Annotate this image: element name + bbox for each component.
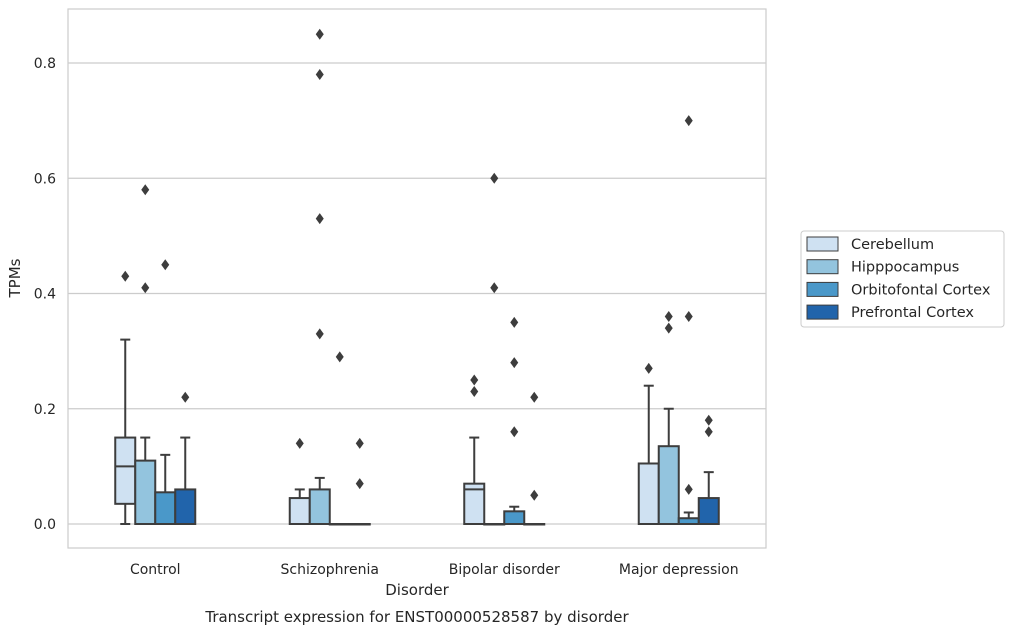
box-3-0 xyxy=(174,391,197,525)
outlier-point xyxy=(684,483,693,495)
legend-swatch xyxy=(806,304,839,320)
box-0-0 xyxy=(114,270,137,525)
y-tick-label: 0.8 xyxy=(34,56,56,72)
outlier-point xyxy=(181,391,190,403)
outlier-point xyxy=(644,362,653,374)
box-body xyxy=(114,436,137,505)
box-2-2 xyxy=(503,316,526,526)
outlier-point xyxy=(315,28,324,40)
outlier-point xyxy=(335,351,344,363)
box-1-0 xyxy=(134,184,157,525)
x-tick-label: Control xyxy=(130,562,181,578)
x-tick-label: Major depression xyxy=(619,562,739,578)
legend-label: Orbitofontal Cortex xyxy=(851,282,991,298)
outlier-point xyxy=(121,270,130,282)
outlier-point xyxy=(490,282,499,294)
box-1-2 xyxy=(483,172,506,526)
x-tick-label: Bipolar disorder xyxy=(449,562,560,578)
box-0-2 xyxy=(463,374,486,526)
legend-frame xyxy=(800,230,1005,328)
plot-frame xyxy=(67,8,767,549)
box-1-1 xyxy=(308,28,331,525)
legend-label: Hipppocampus xyxy=(851,260,959,276)
outlier-point xyxy=(684,115,693,127)
box-body xyxy=(288,497,311,526)
outlier-point xyxy=(530,489,539,501)
box-2-1 xyxy=(328,351,351,526)
outlier-point xyxy=(530,391,539,403)
outlier-point xyxy=(510,316,519,328)
box-3-2 xyxy=(523,391,546,526)
outlier-point xyxy=(141,282,150,294)
outlier-point xyxy=(295,437,304,449)
outlier-point xyxy=(470,385,479,397)
x-tick-label: Schizophrenia xyxy=(281,562,379,578)
y-tick-label: 0.6 xyxy=(34,171,56,187)
box-1-3 xyxy=(657,311,680,525)
y-tick-label: 0.2 xyxy=(34,402,56,418)
outlier-point xyxy=(664,322,673,334)
y-axis-label: TPMs xyxy=(6,258,24,298)
legend-label: Cerebellum xyxy=(851,237,934,253)
x-axis-ticks: Control Schizophrenia Bipolar disorder Majo… xyxy=(130,562,739,578)
box-2-3 xyxy=(677,115,700,525)
outlier-point xyxy=(470,374,479,386)
outlier-point xyxy=(315,69,324,81)
outlier-point xyxy=(704,414,713,426)
legend-swatch xyxy=(806,236,839,252)
legend-label: Prefrontal Cortex xyxy=(851,305,974,321)
outlier-point xyxy=(510,426,519,438)
box-3-1 xyxy=(348,437,371,526)
y-tick-label: 0.0 xyxy=(34,517,56,533)
outlier-point xyxy=(355,437,364,449)
box-body xyxy=(308,488,331,525)
outlier-point xyxy=(664,311,673,323)
box-body xyxy=(697,497,720,526)
outlier-point xyxy=(161,259,170,271)
outlier-point xyxy=(684,311,693,323)
legend: Cerebellum Hipppocampus Orbitofontal Corte… xyxy=(800,230,1005,328)
box-body xyxy=(463,482,486,526)
outlier-point xyxy=(141,184,150,196)
y-axis-ticks: 0.0 0.2 0.4 0.6 0.8 xyxy=(34,56,56,533)
legend-swatch xyxy=(806,259,839,275)
box-body xyxy=(503,510,526,526)
box-2-0 xyxy=(154,259,177,525)
outlier-point xyxy=(315,328,324,340)
box-body xyxy=(154,491,177,525)
box-body xyxy=(134,459,157,525)
plot-marks xyxy=(114,28,720,526)
chart-title: Transcript expression for ENST0000052858… xyxy=(204,608,629,626)
box-body xyxy=(637,462,660,525)
outlier-point xyxy=(704,426,713,438)
legend-swatch xyxy=(806,281,839,297)
box-body xyxy=(657,445,680,525)
y-tick-label: 0.4 xyxy=(34,287,56,303)
box-body xyxy=(174,488,197,525)
outlier-point xyxy=(355,478,364,490)
box-0-3 xyxy=(637,362,660,525)
box-0-1 xyxy=(288,437,311,526)
outlier-point xyxy=(490,172,499,184)
box-3-3 xyxy=(697,414,720,526)
outlier-point xyxy=(315,213,324,225)
outlier-point xyxy=(510,357,519,369)
x-axis-label: Disorder xyxy=(385,581,449,599)
